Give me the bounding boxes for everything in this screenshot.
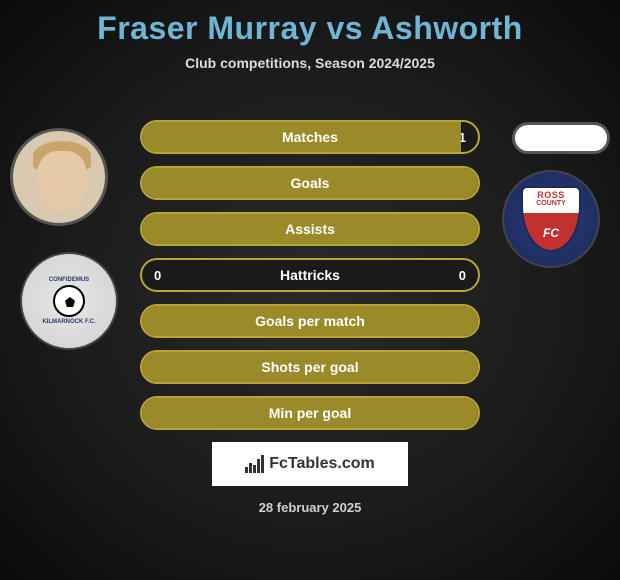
footer-date: 28 february 2025 bbox=[259, 500, 362, 515]
stat-row: 2Goals0 bbox=[140, 166, 480, 200]
soccer-ball-icon bbox=[53, 285, 85, 317]
stat-label: Shots per goal bbox=[261, 359, 358, 375]
page-subtitle: Club competitions, Season 2024/2025 bbox=[0, 55, 620, 71]
player-right-avatar bbox=[512, 122, 610, 154]
stat-bar-area: Min per goal bbox=[182, 398, 438, 428]
page-title: Fraser Murray vs Ashworth bbox=[0, 0, 620, 47]
stats-container: 18Matches1 2Goals0 3Assists0 0 Hattricks 0 0.1… bbox=[140, 120, 480, 442]
stat-left-value: 0 bbox=[142, 260, 182, 290]
crest-right-top-text: ROSS bbox=[537, 190, 565, 200]
crest-left-bottom-text: KILMARNOCK F.C. bbox=[42, 319, 95, 325]
stat-label: Goals per match bbox=[255, 313, 365, 329]
stat-right-value: 0 bbox=[438, 260, 478, 290]
footer-brand-box[interactable]: FcTables.com bbox=[212, 442, 408, 486]
stat-row: 0.11Goals per match bbox=[140, 304, 480, 338]
stat-label: Goals bbox=[291, 175, 330, 191]
stat-bar-area: Goals per match bbox=[182, 306, 438, 336]
stat-bar-area: Matches bbox=[182, 122, 438, 152]
stat-label: Assists bbox=[285, 221, 335, 237]
avatar-face bbox=[37, 151, 87, 211]
club-crest-left: CONFIDEMUS KILMARNOCK F.C. bbox=[20, 252, 118, 350]
stat-bar-area: Hattricks bbox=[182, 260, 438, 290]
shield-icon: ROSS COUNTY FC bbox=[521, 186, 581, 252]
crest-right-fc-text: FC bbox=[543, 226, 559, 240]
stat-row: 0 Hattricks 0 bbox=[140, 258, 480, 292]
crest-left-top-text: CONFIDEMUS bbox=[49, 277, 89, 283]
stat-row: 18Matches1 bbox=[140, 120, 480, 154]
stat-row: 11Shots per goal bbox=[140, 350, 480, 384]
stat-bar-area: Assists bbox=[182, 214, 438, 244]
footer-brand-text: FcTables.com bbox=[269, 455, 375, 473]
crest-right-mid-text: COUNTY bbox=[536, 200, 566, 207]
stat-row: 3Assists0 bbox=[140, 212, 480, 246]
bar-chart-icon bbox=[245, 455, 265, 473]
stat-bar-area: Goals bbox=[182, 168, 438, 198]
club-crest-right: ROSS COUNTY FC bbox=[502, 170, 600, 268]
stat-bar-area: Shots per goal bbox=[182, 352, 438, 382]
stat-row: 951Min per goal bbox=[140, 396, 480, 430]
player-left-avatar bbox=[10, 128, 108, 226]
stat-label: Hattricks bbox=[280, 267, 340, 283]
stat-label: Min per goal bbox=[269, 405, 351, 421]
stat-label: Matches bbox=[282, 129, 338, 145]
